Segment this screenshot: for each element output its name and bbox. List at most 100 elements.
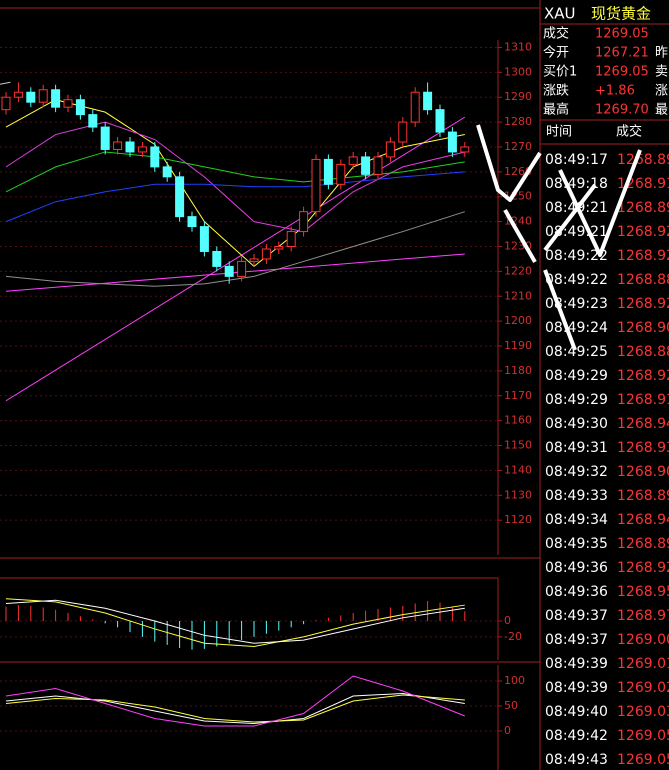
trade-time: 08:49:43: [545, 752, 608, 768]
trade-price: 1268.97: [617, 608, 669, 624]
candle-body: [125, 141, 135, 153]
y-tick-label: 1150: [504, 439, 532, 452]
trade-price: 1268.88: [617, 272, 669, 288]
candle-body: [1, 96, 11, 111]
candle-body: [63, 99, 73, 108]
trade-price: 1269.05: [617, 728, 669, 744]
quote-label: 买价1: [543, 65, 577, 80]
y-tick-label: 1190: [504, 339, 532, 352]
trade-price: 1268.89: [617, 536, 669, 552]
candle-body: [410, 91, 420, 123]
trade-time: 08:49:22: [545, 272, 608, 288]
quote-label: 涨: [655, 84, 668, 99]
candle-body: [237, 260, 247, 277]
trade-price: 1268.92: [617, 224, 669, 240]
candle-body: [323, 158, 333, 185]
trades-header: 时间: [546, 125, 572, 140]
indicator-line: [5, 253, 465, 292]
candle-body: [311, 158, 321, 213]
y-tick-label: 1220: [504, 264, 532, 277]
trade-time: 08:49:36: [545, 560, 608, 576]
candle-body: [26, 91, 36, 103]
indicator-line: [5, 599, 465, 644]
candle-body: [373, 156, 383, 175]
y-tick-label: 1290: [504, 90, 532, 103]
quote-label: 成交: [543, 26, 569, 42]
trade-price: 1268.92: [617, 560, 669, 576]
trade-price: 1268.89: [617, 152, 669, 168]
trade-price: 1268.92: [617, 296, 669, 312]
trades-header: 成交: [616, 124, 642, 140]
candle-body: [447, 131, 457, 153]
trade-time: 08:49:30: [545, 416, 608, 432]
indicator-line: [5, 692, 465, 725]
trade-time: 08:49:18: [545, 176, 608, 192]
candle-body: [137, 146, 147, 153]
candle-body: [75, 99, 85, 116]
quote-label: 昨: [655, 46, 668, 61]
candle-body: [162, 166, 172, 178]
y-tick-label: 1170: [504, 389, 532, 402]
trade-time: 08:49:24: [545, 320, 608, 336]
trade-time: 08:49:39: [545, 680, 608, 696]
trade-time: 08:49:22: [545, 248, 608, 264]
candle-body: [175, 176, 185, 218]
quote-value: 1269.05: [595, 27, 649, 42]
y-tick-label: 1310: [504, 40, 532, 53]
trade-time: 08:49:29: [545, 368, 608, 384]
candle-body: [13, 91, 23, 98]
trade-price: 1269.00: [617, 632, 669, 648]
arrow: [543, 183, 597, 252]
y-tick-label: 1140: [504, 463, 532, 476]
candle-body: [286, 231, 296, 247]
trade-time: 08:49:29: [545, 392, 608, 408]
candle-body: [249, 258, 259, 262]
y-tick-label: 1130: [504, 488, 532, 501]
quote-label: 卖: [655, 65, 668, 80]
y-tick-label: 1120: [504, 513, 532, 526]
y-tick-label: 0: [504, 614, 511, 627]
y-tick-label: 1280: [504, 115, 532, 128]
y-tick-label: -20: [504, 630, 522, 643]
trade-price: 1268.89: [617, 200, 669, 216]
indicator-line: [5, 116, 466, 402]
trade-time: 08:49:25: [545, 344, 608, 360]
annotation-leader: [0, 81, 11, 85]
candle-body: [199, 226, 209, 252]
quote-value: +1.86: [595, 84, 635, 99]
candle-body: [113, 141, 123, 150]
instrument-name: 现货黄金: [591, 5, 651, 23]
quote-value: 1269.70: [595, 103, 649, 118]
trade-price: 1268.92: [617, 248, 669, 264]
candle-body: [385, 141, 395, 158]
trade-time: 08:49:34: [545, 512, 608, 528]
trade-time: 08:49:39: [545, 656, 608, 672]
trade-time: 08:49:42: [545, 728, 608, 744]
candle-body: [460, 146, 470, 153]
candle-body: [274, 245, 284, 250]
trade-price: 1268.91: [617, 392, 669, 408]
arrow: [476, 124, 542, 202]
indicator-line: [5, 694, 465, 723]
candle-body: [150, 146, 160, 168]
y-tick-label: 1180: [504, 364, 532, 377]
candle-body: [224, 265, 234, 277]
candle-body: [299, 211, 309, 233]
quote-value: 1269.05: [595, 65, 649, 80]
y-tick-label: 0: [504, 724, 511, 737]
y-tick-label: 1270: [504, 140, 532, 153]
y-tick-label: 1160: [504, 414, 532, 427]
y-tick-label: 1210: [504, 289, 532, 302]
trade-time: 08:49:31: [545, 440, 608, 456]
trade-price: 1269.05: [617, 752, 669, 768]
candle-body: [336, 163, 346, 185]
candle-body: [435, 109, 445, 133]
candle-body: [212, 250, 222, 267]
y-tick-label: 1300: [504, 65, 532, 78]
quote-label: 最: [655, 103, 668, 118]
candle-body: [348, 156, 358, 165]
quote-label: 最高: [543, 102, 569, 118]
candle-body: [88, 114, 98, 128]
